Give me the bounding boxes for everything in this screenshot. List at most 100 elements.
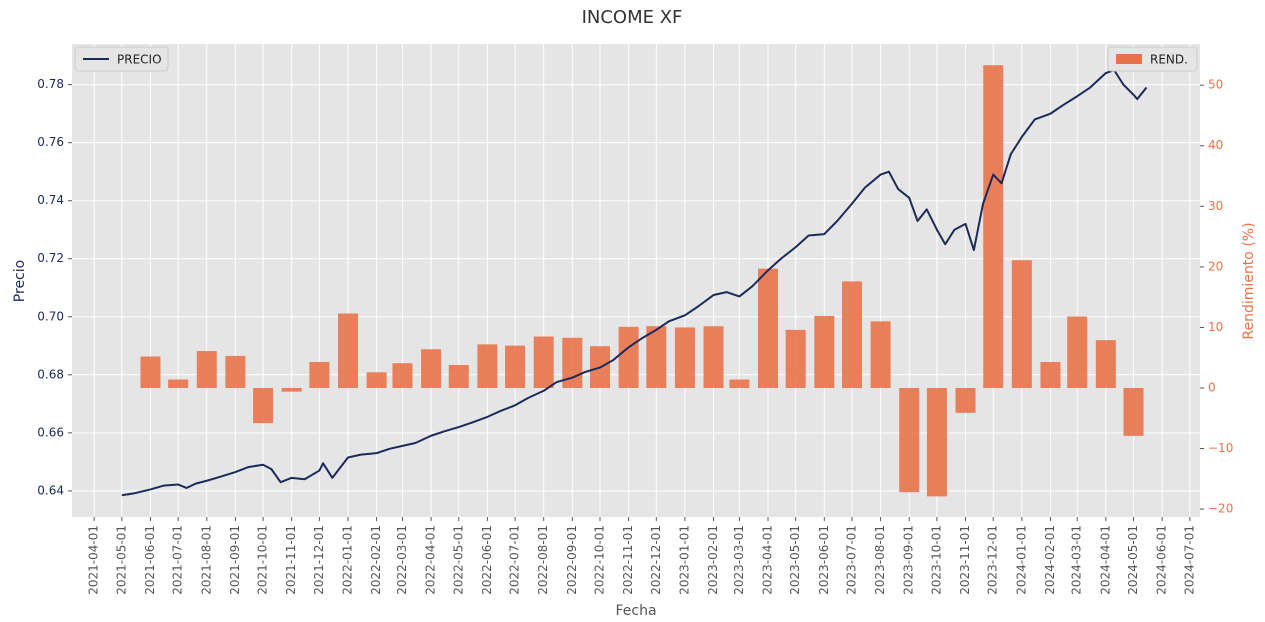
bar [703,326,724,388]
x-tick-label: 2022-08-01 [536,525,550,595]
x-tick-label: 2021-10-01 [256,525,270,595]
y-tick-label: 0.70 [37,309,64,323]
bar [533,336,554,388]
x-tick-label: 2023-10-01 [929,525,943,595]
x-tick-label: 2024-06-01 [1155,525,1169,595]
x-tick-label: 2021-07-01 [171,525,185,595]
x-tick-label: 2021-05-01 [114,525,128,595]
bar [140,356,161,388]
x-tick-label: 2021-08-01 [199,525,213,595]
y2-tick-label: 20 [1208,259,1223,273]
bar [1067,316,1088,388]
x-tick-label: 2023-07-01 [845,525,859,595]
x-tick-label: 2021-12-01 [312,525,326,595]
legend-label: PRECIO [117,53,162,67]
x-tick-label: 2023-08-01 [873,525,887,595]
bar [196,351,217,388]
x-tick-label: 2024-03-01 [1070,525,1084,595]
x-tick-label: 2024-07-01 [1182,525,1196,595]
bar [674,327,695,388]
x-tick-label: 2023-05-01 [788,525,802,595]
bar [899,388,920,493]
bar [758,268,778,388]
bar [729,379,750,388]
x-tick-label: 2024-01-01 [1014,525,1028,595]
bar [1040,361,1061,388]
y2-tick-label: 30 [1208,199,1223,213]
x-tick-label: 2024-05-01 [1126,525,1140,595]
y2-tick-label: −10 [1208,441,1233,455]
y2-axis-label: Rendimiento (%) [1241,222,1257,339]
bar [870,321,891,388]
bar [842,281,862,388]
x-tick-label: 2023-06-01 [817,525,831,595]
x-tick-label: 2022-06-01 [480,525,494,595]
bar [281,388,302,392]
bar [955,388,976,413]
x-tick-label: 2021-11-01 [284,525,298,595]
x-tick-label: 2022-10-01 [593,525,607,595]
bar [926,388,947,497]
y-tick-label: 0.64 [37,483,64,497]
bar [421,349,442,388]
bar [505,345,526,388]
x-tick-label: 2023-12-01 [986,525,1000,595]
x-tick-label: 2022-01-01 [341,525,355,595]
x-tick-label: 2022-11-01 [621,525,635,595]
y-tick-label: 0.76 [37,135,64,149]
x-tick-label: 2023-09-01 [902,525,916,595]
y2-tick-label: −20 [1208,502,1233,516]
x-tick-label: 2022-12-01 [649,525,663,595]
bar [1123,388,1144,436]
bar [983,65,1004,389]
x-tick-label: 2022-03-01 [395,525,409,595]
bar [814,315,835,388]
bar [366,372,387,388]
legend-label: REND. [1150,53,1188,67]
bar [338,313,358,388]
x-tick-label: 2021-09-01 [228,525,242,595]
x-tick-label: 2022-09-01 [565,525,579,595]
x-tick-label: 2023-04-01 [761,525,775,595]
x-tick-label: 2023-11-01 [958,525,972,595]
price-line [121,69,1148,497]
legend-swatch [1116,54,1142,64]
y-tick-label: 0.78 [37,77,64,91]
legend-box [1107,46,1198,72]
y-tick-label: 0.66 [37,425,64,439]
x-tick-label: 2024-04-01 [1098,525,1112,595]
x-tick-label: 2021-04-01 [87,525,101,595]
y-tick-label: 0.68 [37,367,64,381]
bar [253,388,274,424]
x-tick-label: 2022-04-01 [424,525,438,595]
bar [1011,260,1032,388]
x-tick-label: 2023-03-01 [732,525,746,595]
y2-tick-label: 40 [1208,138,1223,152]
x-tick-label: 2023-02-01 [706,525,720,595]
bar [168,379,189,388]
bar [618,326,639,388]
y-tick-label: 0.72 [37,251,64,265]
bar [477,344,498,388]
x-tick-label: 2022-07-01 [508,525,522,595]
x-tick-label: 2024-02-01 [1043,525,1057,595]
bar [1095,340,1116,388]
x-tick-label: 2022-05-01 [451,525,465,595]
y-tick-label: 0.74 [37,193,64,207]
y2-tick-label: 0 [1208,381,1216,395]
bar [309,361,330,388]
bar [392,363,413,388]
bar [646,326,667,388]
y2-tick-label: 10 [1208,320,1223,334]
x-tick-label: 2021-06-01 [143,525,157,595]
x-tick-label: 2023-01-01 [677,525,691,595]
y-axis-label: Precio [12,260,28,302]
y2-tick-label: 50 [1208,78,1223,92]
x-tick-label: 2022-02-01 [369,525,383,595]
bar [448,364,469,388]
chart-title: INCOME XF [582,7,683,28]
legend-box [74,46,169,72]
bar [225,355,246,388]
x-axis-label: Fecha [615,603,656,619]
